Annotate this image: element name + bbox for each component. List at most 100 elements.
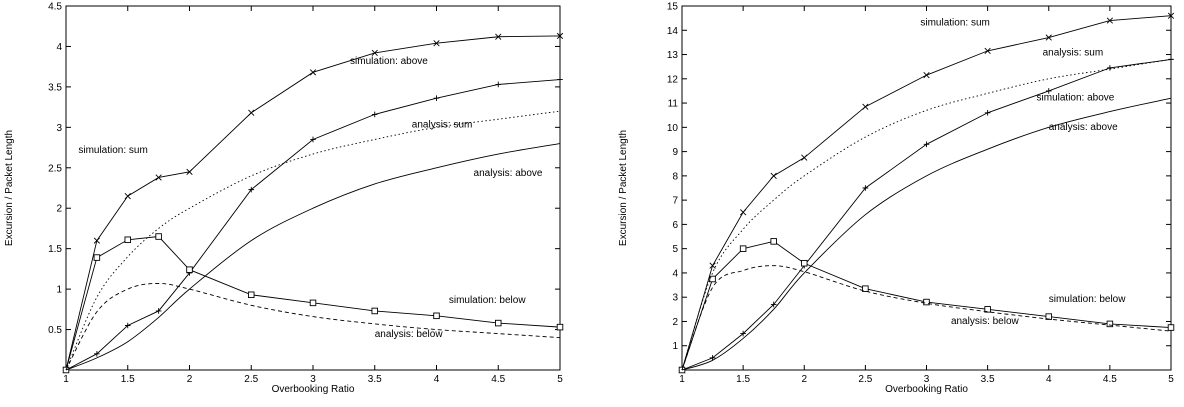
x-tick-label: 5 bbox=[557, 374, 563, 385]
y-tick-label: 11 bbox=[668, 99, 679, 110]
annotation-analysis-sum: analysis: sum bbox=[1043, 48, 1104, 59]
y-tick-label: 8 bbox=[672, 171, 678, 182]
x-tick-label: 4 bbox=[434, 374, 440, 385]
y-tick-label: 9 bbox=[672, 147, 678, 158]
series-simulation-sum bbox=[678, 12, 1175, 374]
data-point bbox=[862, 185, 869, 191]
data-point bbox=[433, 40, 440, 47]
data-point bbox=[1106, 17, 1113, 24]
data-point bbox=[371, 307, 379, 315]
x-axis-label: Overbooking Ratio bbox=[885, 384, 968, 395]
y-tick-label: 13 bbox=[667, 50, 679, 61]
data-point bbox=[93, 254, 101, 261]
data-point bbox=[124, 322, 131, 329]
y-tick-label: 12 bbox=[667, 74, 679, 85]
y-tick-label: 5 bbox=[672, 244, 678, 255]
series-analysis-above bbox=[681, 97, 1172, 371]
series-analysis-above bbox=[65, 143, 561, 371]
y-tick-label: 15 bbox=[667, 2, 679, 13]
data-point bbox=[124, 236, 131, 244]
x-tick-label: 3 bbox=[310, 374, 316, 385]
x-tick-label: 2 bbox=[187, 374, 193, 385]
y-tick-label: 0.5 bbox=[48, 325, 62, 336]
data-point bbox=[186, 168, 193, 175]
data-point bbox=[801, 154, 808, 161]
y-tick-label: 6 bbox=[672, 220, 678, 231]
x-tick-label: 2 bbox=[801, 374, 807, 385]
data-point bbox=[1167, 324, 1175, 331]
series-simulation-below bbox=[678, 238, 1175, 374]
x-tick-label: 1.5 bbox=[736, 374, 750, 385]
series-analysis-below bbox=[681, 265, 1172, 371]
data-point bbox=[1106, 320, 1114, 328]
data-point bbox=[740, 209, 747, 216]
series-line bbox=[681, 58, 1172, 371]
y-tick-label: 1 bbox=[56, 285, 62, 296]
annotation-analysis-below: analysis: below bbox=[951, 316, 1020, 327]
y-tick-label: 4 bbox=[672, 268, 678, 279]
y-tick-label: 4.5 bbox=[48, 2, 62, 13]
annotation-simulation-below: simulation: below bbox=[1049, 294, 1126, 305]
data-point bbox=[433, 312, 440, 320]
data-point bbox=[556, 32, 564, 40]
annotation-simulation-above: simulation: above bbox=[1037, 93, 1115, 104]
series-simulation-above bbox=[679, 56, 1174, 373]
data-point bbox=[923, 72, 930, 79]
data-point bbox=[923, 141, 930, 148]
data-point bbox=[155, 308, 162, 314]
x-tick-label: 4.5 bbox=[491, 374, 505, 385]
data-point bbox=[709, 262, 716, 269]
y-tick-label: 2 bbox=[56, 204, 62, 215]
x-tick-label: 2.5 bbox=[858, 374, 872, 385]
series-line bbox=[65, 282, 561, 371]
x-tick-label: 4 bbox=[1046, 374, 1052, 385]
annotation-analysis-above: analysis: above bbox=[1049, 122, 1118, 133]
x-tick-label: 2.5 bbox=[244, 374, 258, 385]
data-point bbox=[557, 76, 563, 83]
data-point bbox=[1167, 12, 1175, 19]
y-tick-label: 2.5 bbox=[48, 163, 62, 174]
data-point bbox=[247, 291, 255, 299]
data-point bbox=[984, 306, 991, 313]
data-point bbox=[371, 111, 378, 118]
annotation-analysis-sum: analysis: sum bbox=[412, 119, 473, 130]
data-point bbox=[186, 266, 193, 273]
data-point bbox=[495, 81, 502, 88]
data-point bbox=[309, 299, 317, 307]
series-line bbox=[65, 79, 561, 371]
annotation-simulation-above: simulation: above bbox=[350, 56, 428, 67]
annotation-analysis-below: analysis: below bbox=[375, 329, 444, 340]
data-point bbox=[371, 49, 378, 57]
y-tick-label: 1.5 bbox=[48, 244, 62, 255]
series-analysis-sum bbox=[681, 58, 1172, 371]
data-point bbox=[770, 301, 777, 308]
data-point bbox=[800, 259, 808, 267]
annotation-simulation-sum: simulation: sum bbox=[78, 145, 147, 156]
series-line bbox=[681, 265, 1172, 371]
data-point bbox=[1045, 88, 1052, 94]
data-point bbox=[1168, 56, 1174, 63]
data-point bbox=[556, 323, 564, 331]
data-point bbox=[739, 245, 747, 252]
x-tick-label: 3 bbox=[924, 374, 930, 385]
data-point bbox=[770, 172, 777, 179]
y-tick-label: 3.5 bbox=[48, 82, 62, 93]
chart-left: 1 1.5 2 2.5 3 3.5 4 4.5 5 0.5 1 1.5 2 2.5 3 3.5 4 4.5 Over… bbox=[4, 2, 564, 395]
series-line bbox=[65, 143, 561, 371]
data-point bbox=[124, 192, 131, 200]
data-point bbox=[862, 103, 869, 110]
series-line bbox=[65, 110, 561, 371]
series-line bbox=[681, 58, 1172, 371]
y-axis-label: Excursion / Packet Length bbox=[618, 130, 629, 246]
data-point bbox=[709, 355, 716, 361]
data-point bbox=[309, 69, 317, 76]
series-line bbox=[681, 15, 1172, 371]
y-tick-label: 14 bbox=[667, 26, 679, 37]
data-point bbox=[984, 47, 991, 55]
plot-frame bbox=[65, 5, 561, 371]
y-axis-label: Excursion / Packet Length bbox=[4, 130, 15, 246]
data-point bbox=[740, 330, 746, 337]
chart-right: 1 1.5 2 2.5 3 3.5 4 4.5 5123456789101112131415Ov… bbox=[618, 2, 1175, 395]
data-point bbox=[495, 319, 502, 327]
